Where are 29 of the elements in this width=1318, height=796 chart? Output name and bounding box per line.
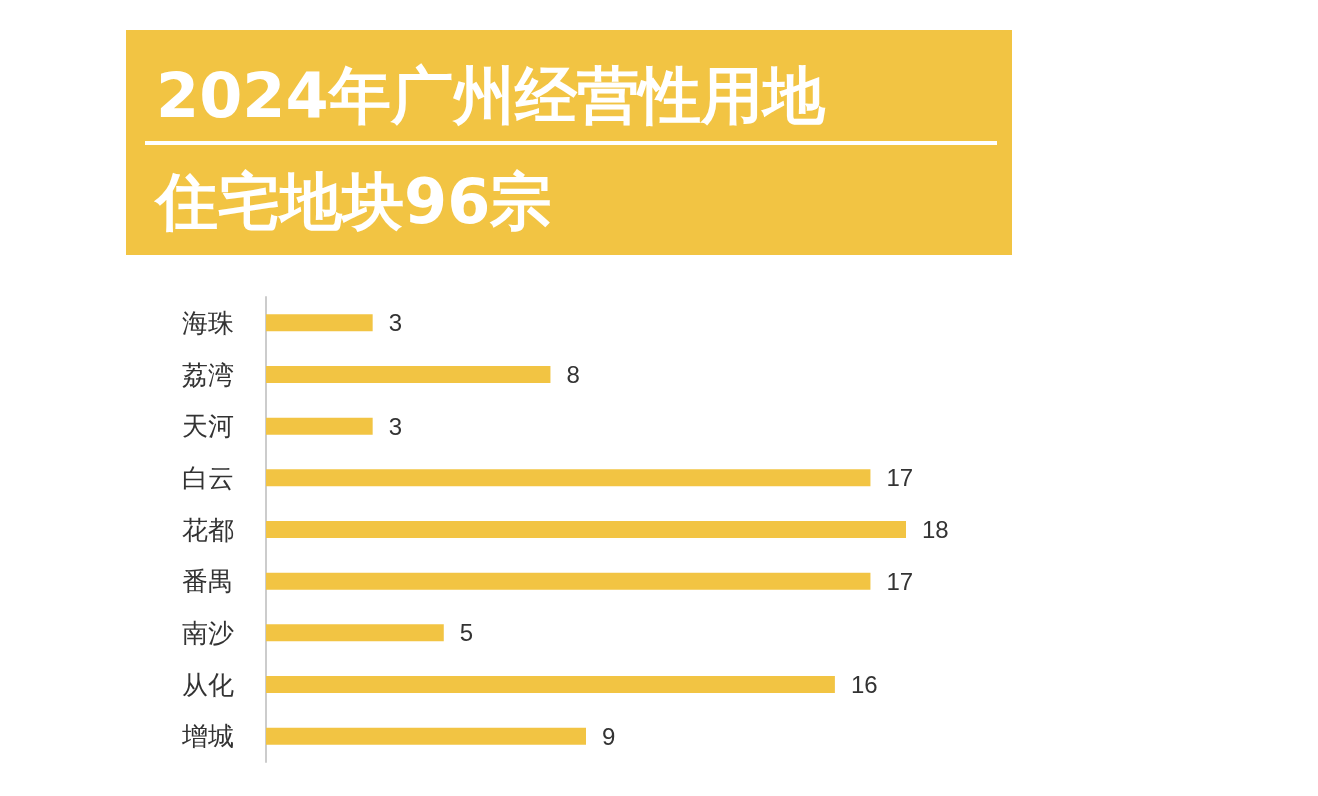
bar (266, 366, 551, 383)
chart-subtitle: 住宅地块96宗 (156, 164, 553, 240)
chart-title: 2024年广州经营性用地 (156, 58, 825, 134)
data-label: 17 (886, 464, 914, 492)
bar (266, 314, 373, 332)
bar (266, 572, 871, 590)
bar (266, 417, 373, 435)
data-label: 17 (886, 567, 914, 595)
y-tick-label: 天河 (182, 411, 234, 442)
data-label: 9 (602, 722, 616, 750)
data-label: 16 (850, 671, 878, 698)
y-tick-label: 荔湾 (182, 359, 234, 390)
bar (266, 469, 871, 487)
y-tick-label: 番禺 (182, 566, 234, 597)
y-tick-label: 白云 (182, 462, 234, 493)
data-label: 5 (459, 619, 474, 647)
data-label: 8 (566, 361, 580, 388)
y-tick-label: 海珠 (182, 307, 234, 338)
bar (266, 624, 444, 642)
bar (266, 676, 835, 693)
data-label: 3 (388, 309, 403, 337)
data-label: 18 (922, 516, 949, 543)
y-tick-label: 南沙 (182, 617, 234, 648)
y-tick-label: 增城 (181, 721, 234, 752)
data-label: 3 (388, 412, 403, 440)
bar (266, 521, 906, 538)
bar (266, 727, 586, 745)
y-tick-label: 从化 (182, 669, 234, 700)
y-tick-label: 花都 (182, 514, 234, 545)
